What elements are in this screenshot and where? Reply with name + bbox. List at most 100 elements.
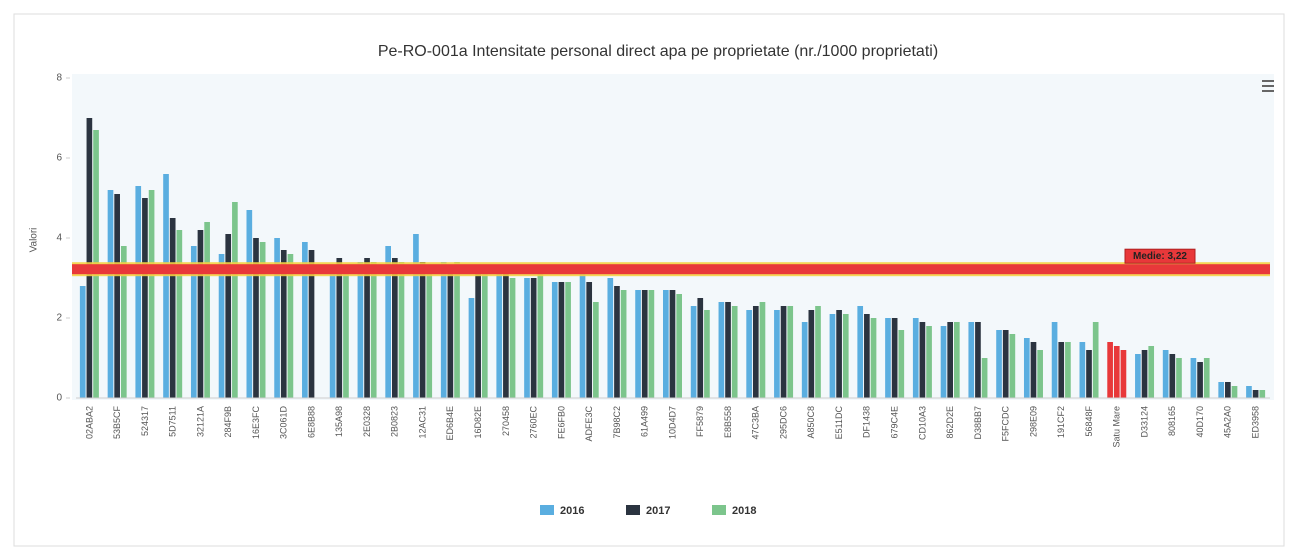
bar (1190, 358, 1197, 398)
bar (842, 314, 849, 398)
bar (968, 322, 975, 398)
x-tick-label: D38BB7 (973, 406, 983, 440)
mean-label-box (1124, 248, 1196, 264)
bar (857, 306, 864, 398)
x-tick-label: 524317 (140, 406, 150, 436)
x-tick-label: 2E0328 (362, 406, 372, 437)
bar (607, 278, 614, 398)
x-tick-label: 02ABA2 (84, 406, 94, 439)
x-tick-label: D33124 (1139, 406, 1149, 438)
y-axis-label: Valori (29, 228, 40, 253)
bar (218, 254, 225, 398)
bar (898, 330, 905, 398)
bar (954, 322, 960, 398)
x-tick-label: 135A98 (334, 406, 344, 437)
menu-icon[interactable] (1262, 80, 1274, 92)
bar (225, 234, 232, 398)
bar (780, 306, 787, 398)
bar (496, 270, 503, 398)
bar (1135, 354, 1141, 398)
x-tick-label: 16D82E (473, 406, 483, 439)
bar (1162, 350, 1169, 398)
x-tick-label: 53B5CF (112, 406, 122, 440)
bar (1120, 350, 1127, 398)
bar (86, 118, 93, 398)
y-tick-label: 8 (56, 73, 62, 84)
menu-bar[interactable] (1262, 85, 1274, 87)
bar (1203, 358, 1210, 398)
x-tick-label: E511DC (834, 406, 844, 440)
bar (1107, 342, 1113, 398)
x-tick-label: 40D170 (1195, 406, 1205, 438)
bar (669, 290, 676, 398)
bar (808, 310, 815, 398)
bar (509, 278, 516, 398)
x-tick-label: 10D4D7 (667, 406, 677, 439)
x-tick-label: 191CF2 (1056, 406, 1066, 438)
bar (253, 238, 259, 398)
bar (135, 186, 142, 398)
bar (1092, 322, 1099, 398)
bar (197, 230, 204, 398)
bar (1030, 342, 1037, 398)
menu-bar[interactable] (1262, 80, 1274, 82)
bar (440, 262, 447, 398)
x-tick-label: 862D2E (945, 406, 955, 439)
bar (864, 314, 870, 398)
bar (426, 270, 433, 398)
bar (1051, 322, 1058, 398)
x-tick-label: FF5879 (695, 406, 705, 437)
bar (385, 246, 391, 398)
bar (1218, 382, 1225, 398)
bar (329, 266, 336, 398)
bar (163, 174, 169, 398)
bar (398, 262, 405, 398)
bar (287, 254, 294, 398)
bar (1176, 358, 1182, 398)
x-tick-label: 56848F (1084, 406, 1094, 437)
x-tick-label: 12AC31 (417, 406, 427, 439)
x-tick-label: 679C4E (890, 406, 900, 439)
x-tick-label: 2760EC (529, 406, 539, 439)
x-tick-label: F5FCDC (1001, 406, 1011, 442)
bar (801, 322, 808, 398)
bar (232, 202, 238, 398)
bar (447, 266, 454, 398)
bar (1148, 346, 1155, 398)
bar (697, 298, 704, 398)
bar (586, 282, 593, 398)
bar (1079, 342, 1086, 398)
y-tick-label: 4 (56, 233, 62, 244)
menu-bar[interactable] (1262, 90, 1274, 92)
bar (1113, 346, 1120, 398)
y-tick-label: 6 (56, 153, 62, 164)
bar (1086, 350, 1092, 398)
x-tick-label: 284F9B (223, 406, 233, 438)
bar (1141, 350, 1148, 398)
bar (759, 302, 766, 398)
bar (148, 190, 155, 398)
x-tick-label: 295DC6 (778, 406, 788, 439)
bar (718, 302, 725, 398)
bar (690, 306, 697, 398)
bar (774, 310, 780, 398)
x-tick-label: ED3958 (1250, 406, 1260, 439)
x-tick-label: 3C061D (279, 406, 289, 440)
bar (391, 258, 398, 398)
bar (537, 274, 544, 398)
x-tick-label: ED6B4E (445, 406, 455, 441)
bar (1225, 382, 1231, 398)
bar (1252, 390, 1259, 398)
chart-title: Pe-RO-001a Intensitate personal direct a… (378, 43, 938, 60)
x-tick-label: CD10A3 (917, 406, 927, 440)
bar (620, 290, 627, 398)
bar (614, 286, 620, 398)
x-tick-label: 16E3FC (251, 406, 261, 440)
bar (1009, 334, 1016, 398)
bar (413, 234, 419, 398)
x-tick-label: E8B558 (723, 406, 733, 438)
x-tick-label: 270458 (501, 406, 511, 436)
bar (565, 282, 571, 398)
bar (190, 246, 197, 398)
